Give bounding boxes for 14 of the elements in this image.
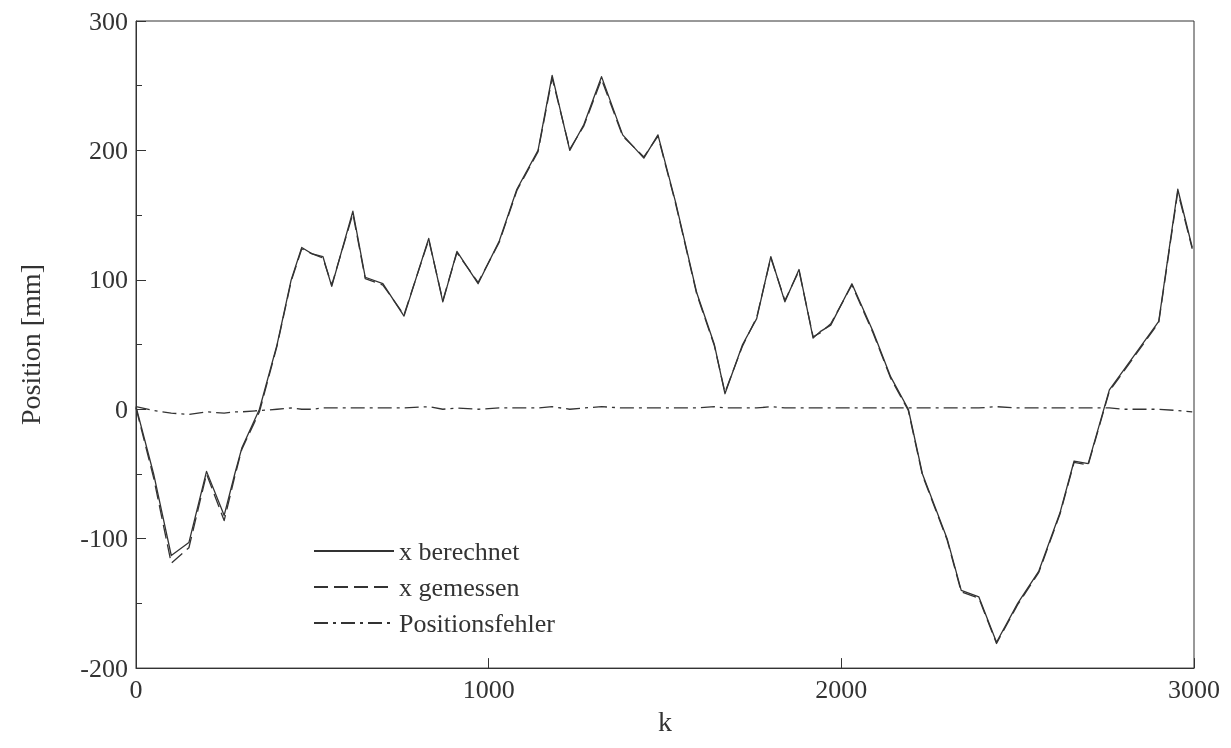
legend-label: x berechnet bbox=[399, 536, 521, 566]
legend-label: x gemessen bbox=[399, 572, 520, 602]
y-tick-label: -200 bbox=[80, 653, 128, 683]
y-tick-label: 200 bbox=[89, 135, 128, 165]
y-tick-label: 0 bbox=[115, 394, 128, 424]
y-tick-label: 300 bbox=[89, 6, 128, 36]
x-tick-label: 2000 bbox=[815, 674, 868, 704]
y-tick-label: 100 bbox=[89, 265, 128, 295]
y-axis-title: Position [mm] bbox=[14, 264, 46, 426]
x-axis-title: k bbox=[658, 705, 672, 737]
legend-label: Positionsfehler bbox=[399, 608, 556, 638]
x-tick-label: 3000 bbox=[1168, 674, 1220, 704]
y-tick-label: -100 bbox=[80, 524, 128, 554]
x-tick-label: 1000 bbox=[462, 674, 515, 704]
